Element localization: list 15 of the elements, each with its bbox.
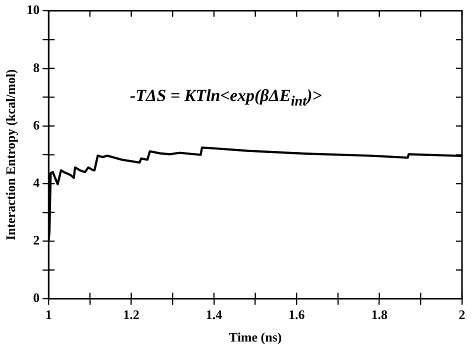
x-tick-label: 1.8 <box>371 306 388 322</box>
x-tick-label: 1 <box>45 306 52 322</box>
x-tick-label: 1.2 <box>123 306 140 322</box>
y-tick-label: 2 <box>33 232 40 248</box>
x-tick-label: 2 <box>458 306 466 322</box>
y-tick-label: 4 <box>33 174 40 190</box>
x-axis-title: Time (ns) <box>228 330 282 345</box>
y-axis-title: Interaction Entropy (kcal/mol) <box>3 69 18 240</box>
y-tick-label: 8 <box>33 60 40 75</box>
y-tick-label: 10 <box>26 2 40 18</box>
y-tick-label: 0 <box>33 290 40 306</box>
x-tick-label: 1.6 <box>288 306 306 322</box>
annotation: -TΔS = KTln<exp(βΔE$_{int}$)> <box>130 86 322 110</box>
y-tick-label: 6 <box>33 117 40 132</box>
x-tick-label: 1.4 <box>206 306 223 322</box>
